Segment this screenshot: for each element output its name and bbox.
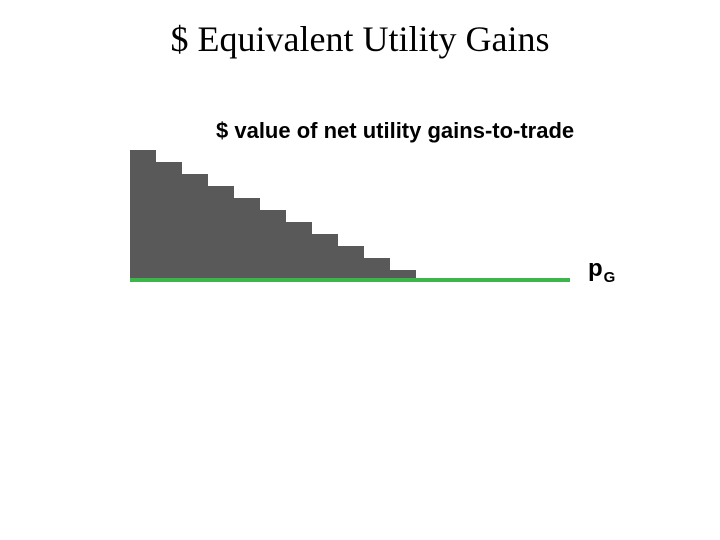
utility-bar-chart bbox=[130, 140, 570, 280]
bar bbox=[130, 150, 156, 280]
bar bbox=[338, 246, 364, 280]
axis-label-sub: G bbox=[604, 269, 616, 286]
bar bbox=[312, 234, 338, 280]
bar bbox=[364, 258, 390, 280]
bar bbox=[286, 222, 312, 280]
axis-label-main: p bbox=[588, 255, 603, 282]
bar bbox=[234, 198, 260, 280]
bar bbox=[208, 186, 234, 280]
page-title: $ Equivalent Utility Gains bbox=[0, 18, 720, 60]
bar bbox=[182, 174, 208, 280]
bar bbox=[156, 162, 182, 280]
axis-label-pg: pG bbox=[588, 255, 615, 283]
price-line bbox=[130, 278, 570, 282]
bar bbox=[260, 210, 286, 280]
